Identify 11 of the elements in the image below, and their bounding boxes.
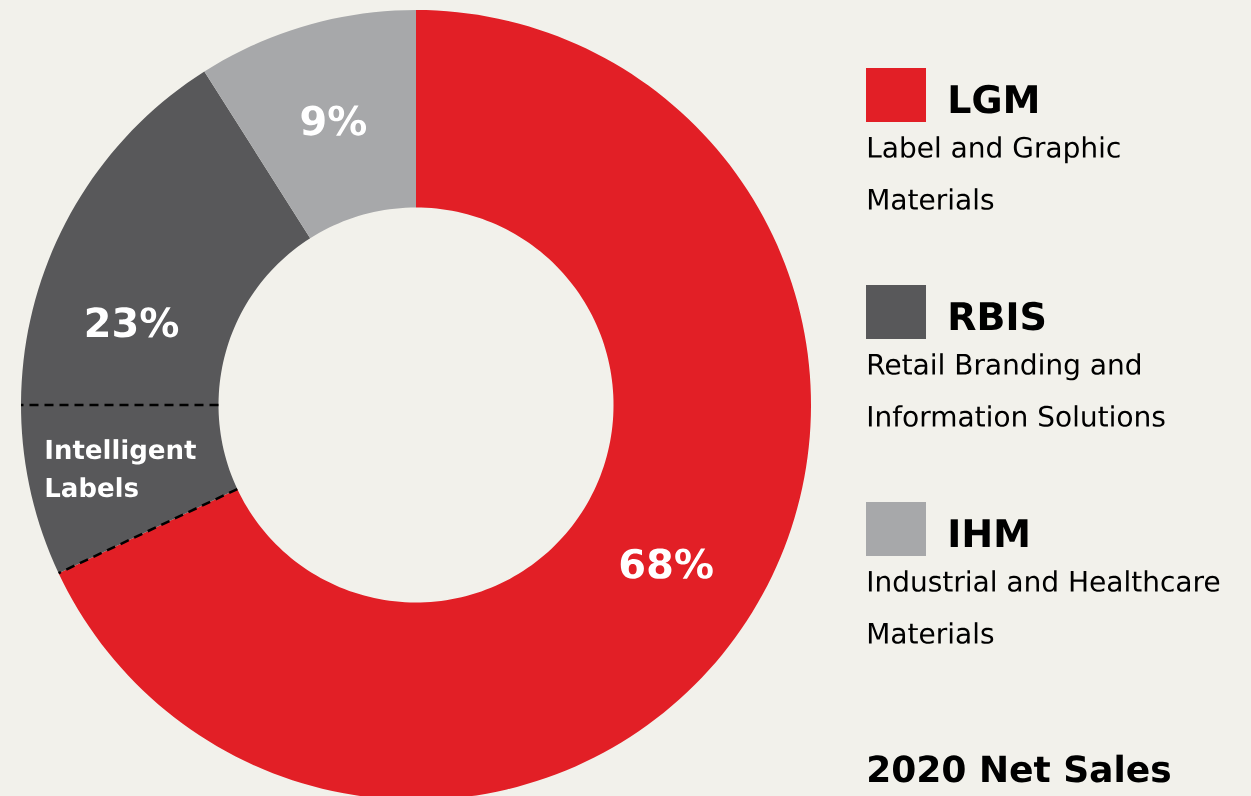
data-label: 68% <box>620 548 713 579</box>
legend-label: RBIS <box>950 301 1045 331</box>
text: Retail Branding and Information Solutions <box>868 353 1165 427</box>
text: 2020 Net Sales <box>869 754 1170 783</box>
text: Intelligent Labels <box>46 439 196 498</box>
text: Label and Graphic Materials <box>868 136 1120 210</box>
legend-label: IHM <box>950 519 1028 547</box>
data-label: 9% <box>301 105 367 136</box>
text: Industrial and Healthcare Materials <box>868 570 1220 644</box>
data-label: 23% <box>86 307 179 338</box>
legend-label: LGM <box>950 84 1037 114</box>
